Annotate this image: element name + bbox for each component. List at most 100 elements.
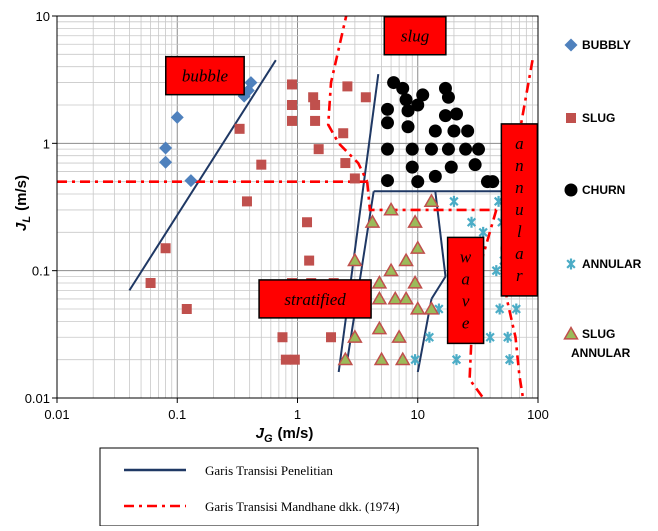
point-slug: [280, 354, 291, 365]
point-churn: [401, 104, 415, 118]
point-slug: [181, 303, 192, 314]
point-churn: [441, 142, 455, 156]
point-churn: [380, 174, 394, 188]
axes: 0.01 0.1 1 10 100 0.01 0.1 1 10 JG (m/s) JL(m/s): [13, 9, 549, 445]
point-slug: [160, 243, 171, 254]
point-slug-annular: [337, 351, 354, 366]
point-churn: [411, 98, 425, 112]
legend-item-bubbly: BUBBLY: [564, 38, 631, 52]
point-slug: [326, 332, 337, 343]
region-label-bubble-text: bubble: [182, 67, 229, 86]
point-churn: [438, 109, 452, 123]
legend-item-slug-annular-label: SLUG ANNULAR: [571, 327, 631, 360]
point-slug: [342, 81, 353, 92]
point-slug-annular: [383, 262, 399, 277]
point-bubbly: [170, 110, 184, 124]
transition-line-garis-transisi-penelitian: [128, 59, 277, 291]
region-label-slug-text: slug: [401, 27, 429, 46]
y-axis-label: JL(m/s): [13, 175, 33, 231]
x-tick-label: 100: [527, 407, 549, 422]
transition-line-garis-transisi-penelitian: [430, 275, 447, 300]
region-label-stratified-box: [258, 279, 372, 319]
legend-item-annular: ANNULAR: [566, 257, 642, 271]
x-tick-label: 0.01: [44, 407, 69, 422]
legend-item-slug-annular: SLUG ANNULAR: [563, 325, 631, 360]
point-slug: [145, 278, 156, 289]
point-annular: [503, 331, 513, 343]
y-tick-label: 0.01: [25, 391, 50, 406]
x-tick-label: 0.1: [168, 407, 186, 422]
legend-item-bubbly-marker: [564, 38, 578, 52]
transition-line-garis-transisi-penelitian: [346, 191, 375, 360]
point-slug: [277, 332, 288, 343]
point-annular: [466, 216, 477, 228]
point-slug-annular: [371, 320, 388, 335]
point-slug-annular: [391, 329, 407, 343]
point-slug: [256, 159, 267, 170]
bottom-legend-box: [99, 447, 479, 527]
point-slug: [289, 354, 300, 365]
point-churn: [416, 88, 430, 102]
legend-item-bubbly-label: BUBBLY: [582, 38, 631, 52]
legend-item-slug-marker: [566, 113, 576, 123]
point-annular: [410, 354, 420, 366]
point-bubbly: [244, 76, 258, 90]
point-churn: [380, 102, 394, 116]
point-slug-annular: [398, 252, 414, 267]
transition-line-garis-transisi-mandhane-dkk-1974: [365, 181, 497, 212]
point-slug-annular: [347, 329, 363, 343]
point-slug: [286, 100, 297, 111]
point-churn: [380, 116, 394, 130]
point-slug: [360, 92, 371, 103]
point-slug-annular: [407, 214, 423, 228]
point-slug: [286, 79, 297, 90]
region-labels: bubble slug stratified w a v e a n n u l a r: [165, 15, 539, 345]
point-annular: [449, 195, 459, 207]
legend: BUBBLY SLUG CHURN ANNULAR SLUG ANNULAR Garis T…: [99, 38, 642, 527]
point-churn: [428, 169, 442, 183]
point-slug-annular: [398, 290, 414, 305]
point-churn: [444, 160, 458, 174]
point-slug: [241, 196, 252, 207]
legend-item-churn-marker: [564, 183, 578, 197]
legend-item-annular-label: ANNULAR: [582, 257, 642, 271]
x-tick-label: 1: [294, 407, 301, 422]
transition-line-garis-transisi-mandhane-dkk-1974: [326, 16, 369, 183]
point-slug-annular: [423, 300, 440, 315]
point-churn: [459, 142, 473, 156]
point-churn: [399, 93, 413, 107]
point-slug-annular: [383, 201, 399, 216]
point-annular: [478, 226, 488, 238]
point-slug: [302, 217, 313, 228]
point-churn: [405, 160, 419, 174]
point-slug: [310, 115, 321, 126]
point-churn: [424, 142, 438, 156]
point-slug-annular: [347, 252, 363, 267]
point-churn: [449, 107, 463, 121]
point-slug-annular: [409, 300, 426, 315]
point-slug-annular: [407, 274, 423, 289]
region-label-bubble-box: [165, 55, 245, 96]
point-slug: [340, 158, 351, 169]
point-slug-annular: [364, 214, 381, 228]
region-label-stratified-text: stratified: [284, 290, 346, 309]
legend-item-churn: CHURN: [564, 183, 625, 197]
point-slug-annular: [371, 274, 388, 289]
region-label-stratified: stratified: [258, 279, 372, 319]
point-churn: [380, 142, 394, 156]
region-label-slug-box: [383, 15, 447, 56]
region-label-annular-box: [500, 123, 539, 297]
region-label-wave-box: [446, 236, 485, 345]
point-slug: [313, 144, 324, 155]
point-slug: [338, 128, 349, 139]
point-annular: [451, 354, 462, 366]
point-slug: [308, 92, 319, 103]
bottom-legend-item-garis-transisi-penelitian-label: Garis Transisi Penelitian: [205, 463, 333, 478]
point-slug-annular: [394, 351, 411, 366]
point-annular: [491, 265, 501, 277]
point-annular: [495, 303, 505, 315]
point-churn: [468, 158, 482, 172]
point-annular: [424, 331, 435, 343]
point-churn: [405, 142, 419, 156]
